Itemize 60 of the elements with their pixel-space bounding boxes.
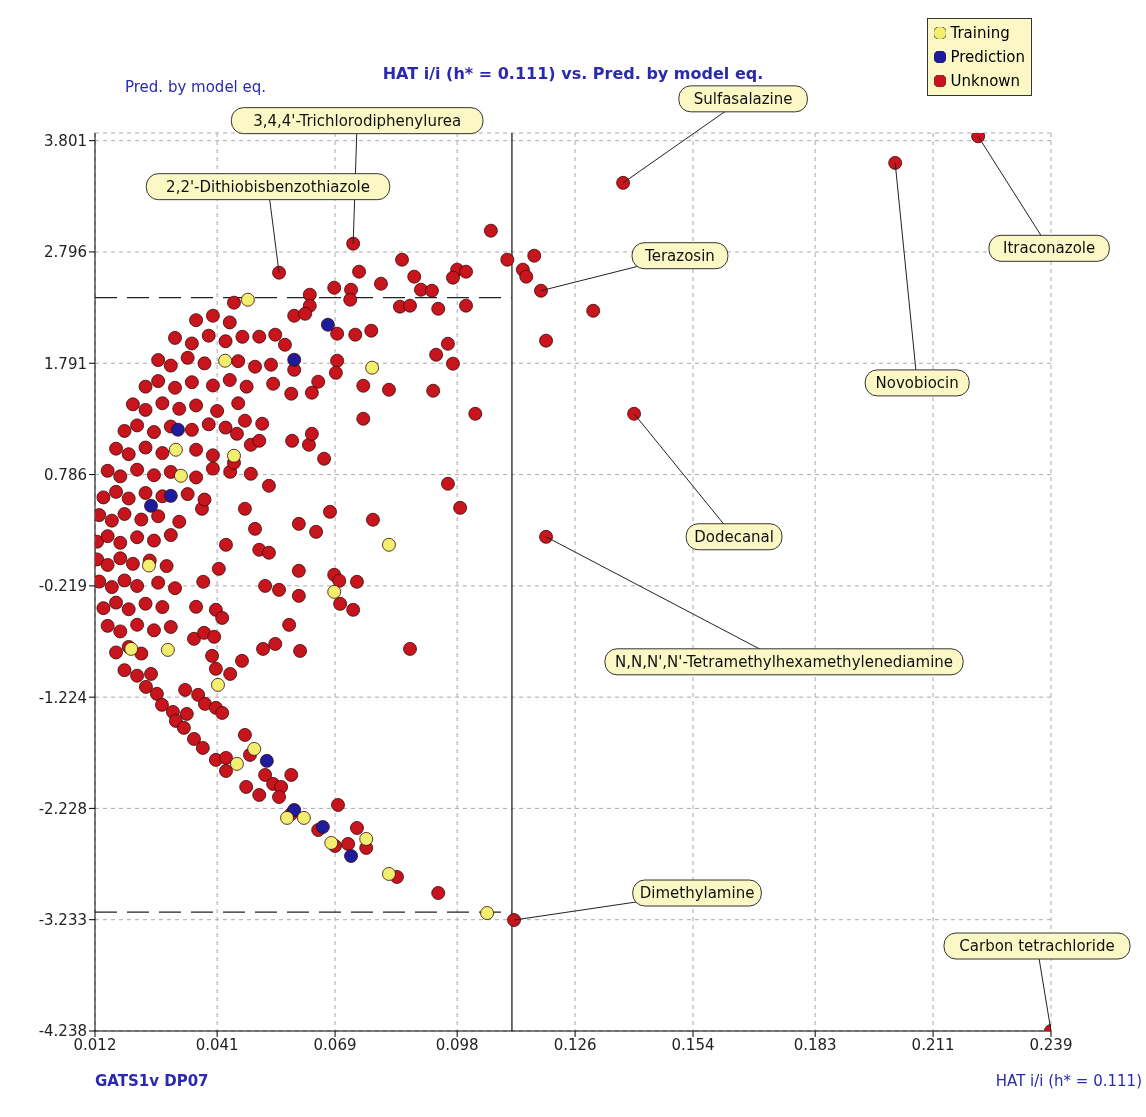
x-tick-label: 0.211 [911, 1035, 955, 1054]
y-tick-label: 1.791 [44, 354, 87, 373]
point [296, 811, 311, 825]
annotation: Terazosin [644, 246, 715, 265]
y-tick-label: 3.801 [44, 131, 87, 150]
point [344, 849, 358, 863]
legend-label: Training [950, 23, 1010, 44]
point [359, 832, 374, 846]
legend-label: Prediction [950, 47, 1025, 68]
point [382, 867, 396, 881]
point [327, 584, 342, 599]
point [382, 537, 396, 552]
y-tick-label: -2.228 [38, 799, 87, 818]
point [365, 360, 380, 375]
annotation: 3,4,4'-Trichlorodiphenylurea [253, 111, 462, 130]
annotation: Novobiocin [875, 373, 959, 392]
point [163, 488, 178, 503]
point [240, 292, 255, 307]
legend-label: Unknown [950, 71, 1021, 92]
text: GATS1v DP07 [95, 1072, 209, 1090]
annotation: Dodecanal [694, 527, 774, 546]
annotation: Itraconazole [1003, 239, 1096, 258]
annotation: Sulfasalazine [693, 89, 793, 108]
annotation: Carbon tetrachloride [959, 937, 1115, 955]
x-tick-label: 0.126 [553, 1035, 597, 1054]
point [259, 753, 274, 768]
y-tick-label: -0.219 [38, 577, 87, 596]
x-tick-label: 0.154 [671, 1035, 715, 1054]
point [160, 642, 175, 657]
x-axis-title: HAT i/i (h* = 0.111) [995, 1072, 1142, 1090]
y-axis-title: Pred. by model eq. [125, 78, 267, 96]
annotation: 2,2'-Dithiobisbenzothiazole [166, 177, 370, 196]
y-tick-label: 2.796 [44, 243, 87, 262]
point [144, 498, 158, 513]
point [171, 422, 185, 437]
point [230, 756, 244, 771]
chart-title: HAT i/i (h* = 0.111) vs. Pred. by model eq. [382, 64, 764, 83]
y-tick-label: 0.786 [44, 465, 87, 484]
point [168, 442, 183, 457]
x-tick-label: 0.183 [793, 1035, 837, 1054]
point [227, 448, 241, 463]
point [287, 352, 302, 367]
point [247, 742, 262, 756]
y-tick-label: -1.224 [38, 688, 87, 707]
point [324, 836, 339, 850]
point [142, 558, 156, 573]
x-tick-label: 0.239 [1029, 1035, 1073, 1054]
point [174, 468, 188, 483]
x-tick-label: 0.041 [195, 1035, 239, 1054]
point [280, 811, 294, 825]
point [320, 317, 335, 332]
point [211, 677, 225, 692]
x-tick-label: 0.069 [313, 1035, 357, 1054]
annotation: N,N,N',N'-Tetramethylhexamethylenediamine [615, 652, 954, 671]
y-tick-label: -3.233 [38, 911, 87, 930]
x-tick-label: 0.098 [435, 1035, 479, 1054]
point [480, 906, 494, 920]
annotation: Dimethylamine [639, 884, 755, 903]
point [315, 820, 330, 834]
point [218, 353, 233, 368]
